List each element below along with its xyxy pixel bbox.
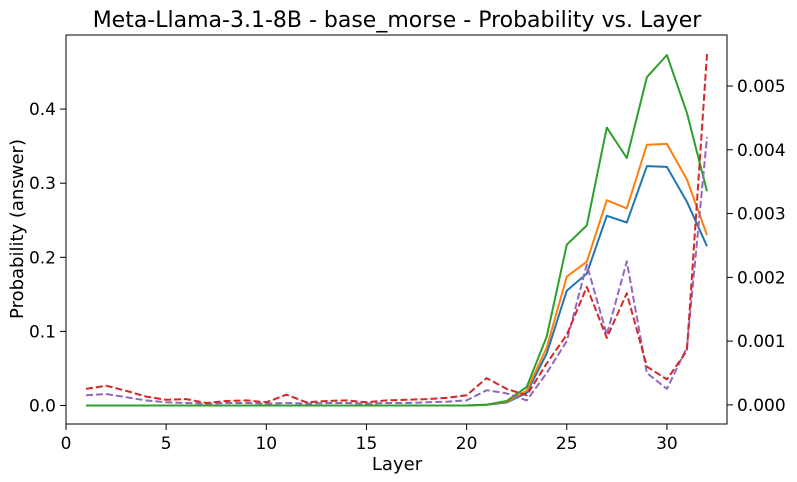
x-tick-label: 10: [255, 434, 277, 454]
y-right-tick-label: 0.000: [737, 396, 786, 416]
y-left-tick-label: 0.0: [29, 396, 56, 416]
x-axis-label: Layer: [372, 454, 423, 475]
y-axis-left-ticks: 0.0 0.1 0.2 0.3 0.4: [29, 100, 66, 416]
x-tick-label: 20: [456, 434, 478, 454]
y-right-tick-label: 0.003: [737, 205, 786, 225]
y-left-tick-label: 0.2: [29, 248, 56, 268]
series-3-line: [86, 54, 708, 407]
series-4-line: [85, 136, 708, 405]
x-axis-ticks: 0 5 10 15 20 25 30: [61, 424, 678, 454]
y-left-tick-label: 0.3: [29, 174, 56, 194]
y-left-tick-label: 0.1: [29, 322, 56, 342]
series-5-line: [85, 54, 708, 404]
x-tick-label: 30: [656, 434, 678, 454]
plot-frame: [65, 34, 728, 425]
y-right-tick-label: 0.002: [737, 268, 786, 288]
y-axis-label: Probability (answer): [7, 139, 28, 319]
y-right-tick-label: 0.005: [737, 77, 786, 97]
plot-lines: [85, 54, 708, 407]
x-tick-label: 0: [61, 434, 72, 454]
y-right-tick-label: 0.004: [737, 141, 786, 161]
x-tick-label: 25: [556, 434, 578, 454]
chart-title: Meta-Llama-3.1-8B - base_morse - Probabi…: [93, 8, 703, 33]
y-left-tick-label: 0.4: [29, 100, 56, 120]
x-tick-label: 15: [356, 434, 378, 454]
series-2-line: [86, 142, 708, 407]
y-axis-right-ticks: 0.000 0.001 0.002 0.003 0.004 0.005: [727, 77, 786, 416]
x-tick-label: 5: [161, 434, 172, 454]
y-right-tick-label: 0.001: [737, 332, 786, 352]
